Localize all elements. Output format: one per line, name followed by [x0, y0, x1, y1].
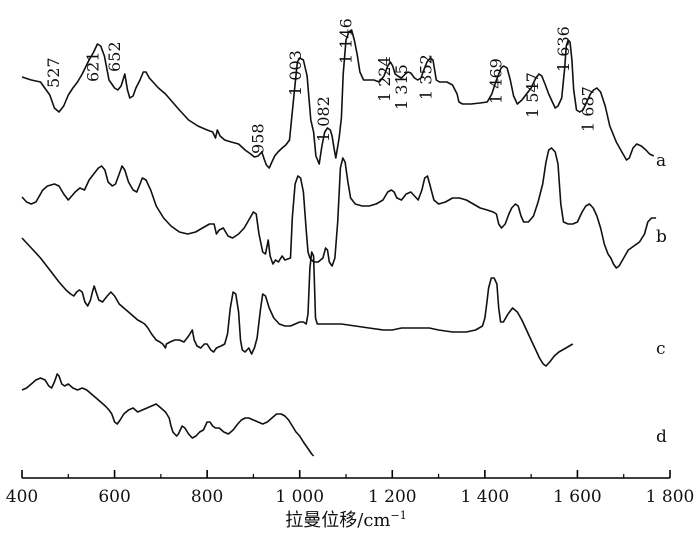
- x-tick-label: 1 000: [275, 487, 324, 507]
- peak-label: 1 315: [392, 64, 411, 110]
- peak-label: 1 082: [314, 96, 333, 142]
- peak-label: 958: [249, 123, 268, 154]
- peak-label: 652: [105, 41, 124, 72]
- series-label-c: c: [656, 339, 666, 359]
- x-tick-label: 1 400: [461, 487, 510, 507]
- peak-label: 1 636: [554, 26, 573, 72]
- peak-label: 1 469: [487, 58, 506, 104]
- x-axis-label-text: 拉曼位移/cm: [285, 510, 390, 531]
- x-axis: 400 600 800 1 000 1 200 1 400 1 600 1 800: [6, 470, 695, 507]
- x-tick-label: 1 800: [646, 487, 695, 507]
- x-axis-label-superscript: −1: [391, 509, 407, 522]
- spectra-curves: [21, 29, 657, 457]
- peak-label: 1 224: [375, 56, 394, 102]
- series-label-a: a: [656, 151, 666, 171]
- spectrum-curve-a: [21, 29, 655, 169]
- x-axis-label: 拉曼位移/cm−1: [285, 509, 406, 531]
- series-label-b: b: [656, 227, 667, 247]
- x-tick-label: 1 600: [553, 487, 602, 507]
- peak-label: 527: [44, 57, 63, 88]
- peak-label: 1 547: [523, 72, 542, 118]
- peak-label: 1 146: [337, 18, 356, 64]
- peak-label: 1 003: [286, 50, 305, 96]
- peak-label: 1 687: [579, 86, 598, 132]
- x-tick-label: 1 200: [368, 487, 417, 507]
- x-tick-label: 400: [6, 487, 38, 507]
- peak-label: 621: [83, 51, 102, 82]
- spectrum-curve-c: [21, 237, 574, 367]
- peak-label: 1 352: [417, 54, 436, 100]
- spectrum-curve-d: [21, 373, 315, 457]
- series-labels: a b c d: [656, 151, 667, 447]
- x-tick-label: 600: [98, 487, 130, 507]
- series-label-d: d: [656, 427, 667, 447]
- spectrum-curve-b: [21, 147, 657, 269]
- x-tick-label: 800: [191, 487, 223, 507]
